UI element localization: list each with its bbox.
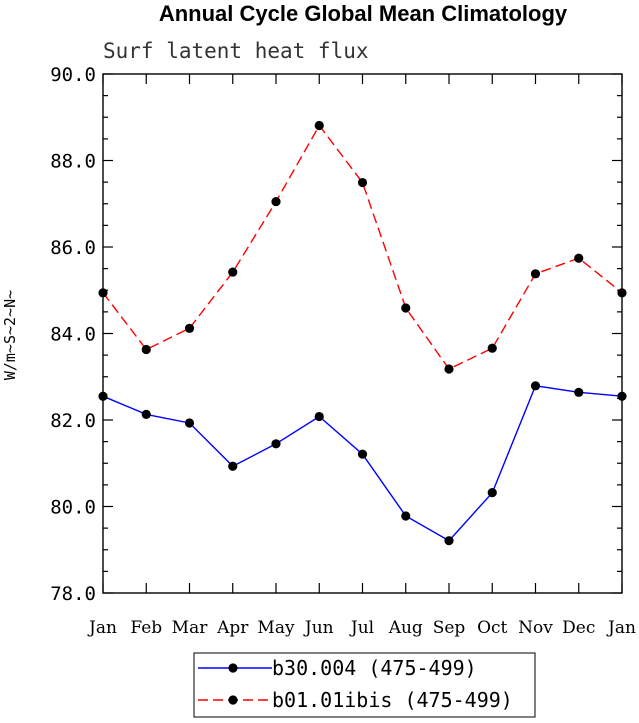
x-tick-label: Apr xyxy=(216,618,249,638)
x-tick-label: Aug xyxy=(388,618,423,638)
data-point xyxy=(314,411,324,422)
data-point xyxy=(487,488,497,498)
y-tick-label: 82.0 xyxy=(50,410,96,432)
legend-marker xyxy=(228,663,238,673)
chart-subtitle: Surf latent heat flux xyxy=(103,39,369,63)
legend-label: b30.004 (475-499) xyxy=(272,656,477,680)
y-tick-label: 86.0 xyxy=(50,237,96,259)
legend-label: b01.01ibis (475-499) xyxy=(272,688,513,712)
x-tick-label: Jun xyxy=(303,618,334,638)
data-point xyxy=(184,418,195,428)
y-tick-label: 84.0 xyxy=(50,324,96,346)
data-point xyxy=(617,288,627,298)
data-point xyxy=(357,177,368,188)
data-point xyxy=(444,536,454,546)
series-line xyxy=(102,385,623,542)
data-point xyxy=(617,391,627,401)
y-tick-label: 88.0 xyxy=(50,151,96,173)
data-point xyxy=(98,391,108,401)
plot-frame xyxy=(102,73,623,594)
data-point xyxy=(444,364,454,374)
series-2 xyxy=(98,120,627,374)
y-tick-label: 78.0 xyxy=(50,583,96,605)
data-point xyxy=(228,461,238,471)
y-axis-label: W/m~S~2~N~ xyxy=(1,290,19,380)
series-layer xyxy=(98,120,627,546)
x-tick-label: Sep xyxy=(433,618,466,638)
x-tick-label: Feb xyxy=(130,618,162,638)
data-point xyxy=(574,387,584,397)
x-tick-label: Mar xyxy=(172,618,209,638)
data-point xyxy=(401,511,411,521)
data-point xyxy=(141,344,151,355)
data-point xyxy=(357,449,368,459)
axes: 78.0 80.0 82.0 84.0 86.0 88.0 90.0 Jan Feb Mar Apr… xyxy=(50,64,636,638)
data-point xyxy=(574,253,584,263)
data-point xyxy=(271,196,281,207)
data-point xyxy=(401,303,411,313)
data-point xyxy=(530,269,541,279)
legend-marker xyxy=(228,695,238,705)
x-tick-label: May xyxy=(257,618,295,638)
x-tick-label: Nov xyxy=(518,618,553,638)
data-point xyxy=(98,288,108,298)
data-point xyxy=(184,323,195,333)
legend-box xyxy=(193,652,536,718)
data-point xyxy=(228,267,238,277)
series-1 xyxy=(98,381,627,546)
data-point xyxy=(141,409,151,419)
legend: b30.004 (475-499) b01.01ibis (475-499) xyxy=(193,652,536,718)
series-line xyxy=(102,124,623,370)
chart-title: Annual Cycle Global Mean Climatology xyxy=(159,1,568,26)
x-tick-label: Dec xyxy=(562,618,595,638)
x-tick-label: Jan xyxy=(606,618,636,638)
data-point xyxy=(314,120,324,131)
y-tick-label: 80.0 xyxy=(50,497,96,519)
x-tick-label: Jan xyxy=(87,618,117,638)
data-point xyxy=(271,439,281,449)
data-point xyxy=(530,381,541,391)
x-tick-label: Oct xyxy=(477,618,507,638)
y-tick-label: 90.0 xyxy=(50,64,96,86)
x-tick-label: Jul xyxy=(349,618,374,638)
data-point xyxy=(487,343,497,353)
